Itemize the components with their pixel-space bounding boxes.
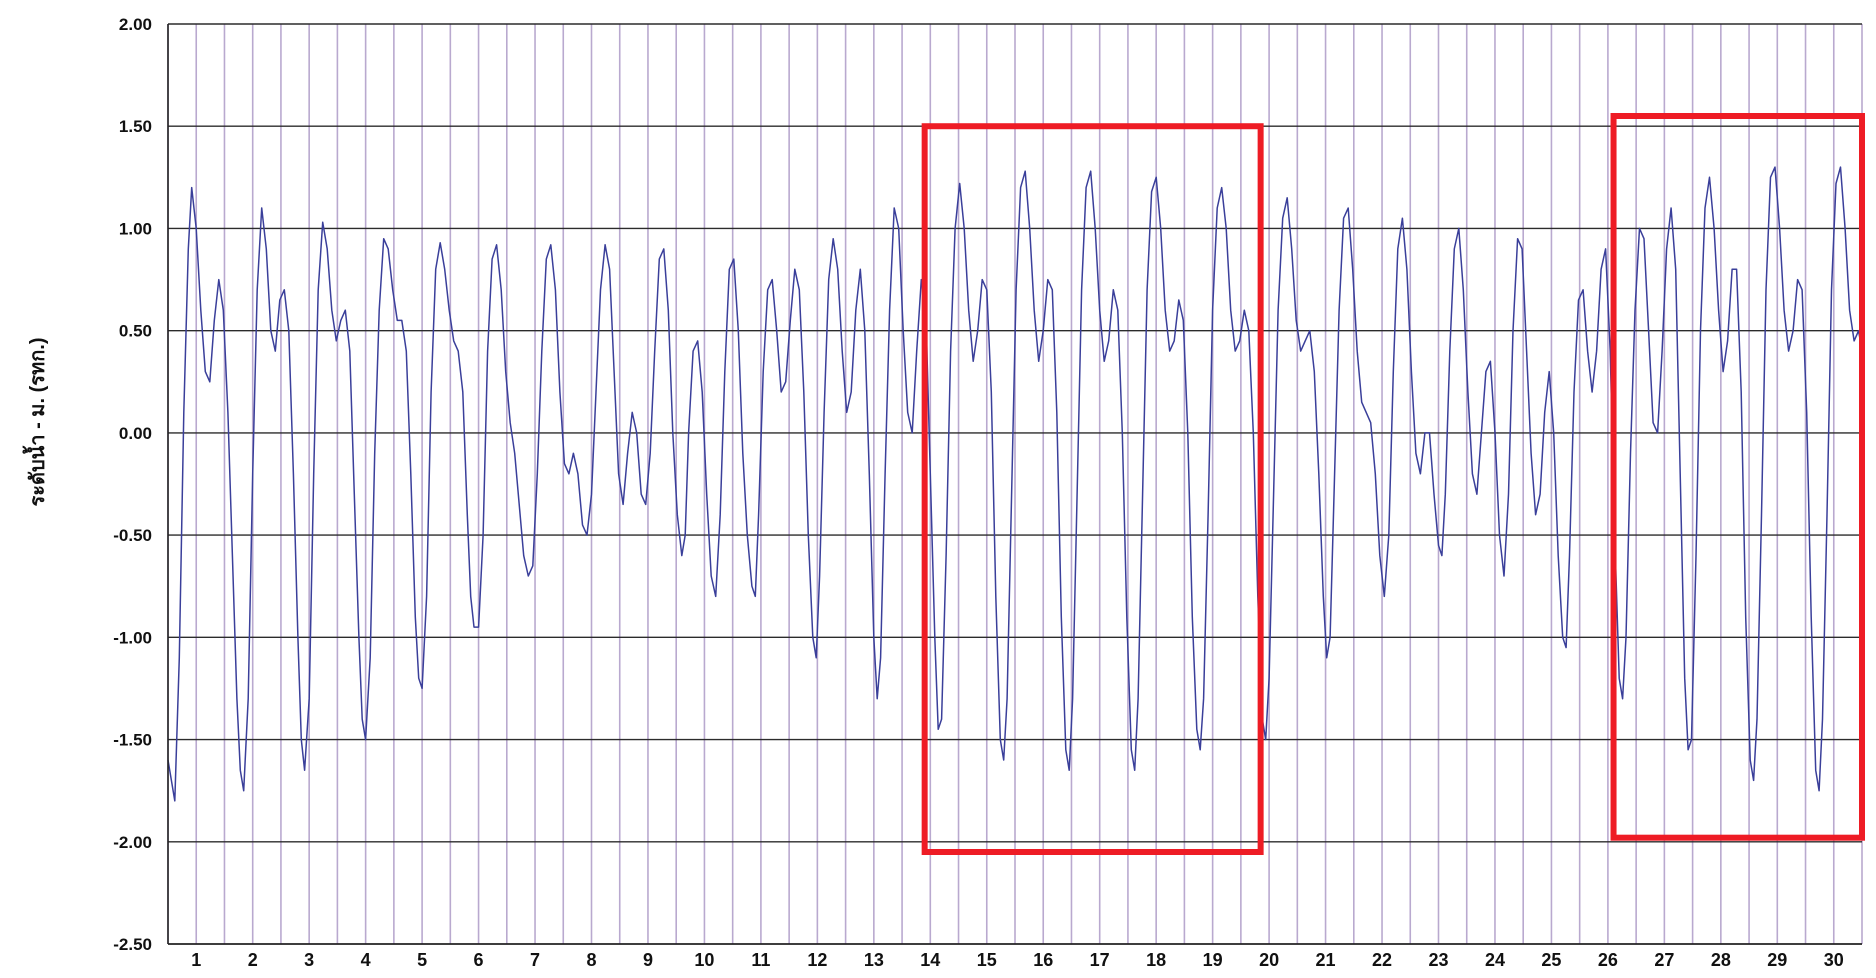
x-tick-label: 25 [1541,950,1561,970]
water-level-series-line [167,166,1863,802]
grid-layer [167,23,1863,945]
x-tick-label: 7 [530,950,540,970]
x-tick-label: 5 [417,950,427,970]
x-tick-label: 26 [1598,950,1618,970]
x-tick-label: 8 [586,950,596,970]
y-tick-label: -1.50 [113,731,152,750]
x-tick-label: 10 [694,950,714,970]
y-tick-label: 0.00 [119,424,152,443]
y-tick-label: 1.00 [119,219,152,238]
y-tick-label: 1.50 [119,117,152,136]
x-tick-label: 22 [1372,950,1392,970]
x-tick-label: 21 [1316,950,1336,970]
x-tick-label: 24 [1485,950,1505,970]
y-tick-label: -2.00 [113,833,152,852]
axis-layer: 2.00 1.50 1.00 0.50 0.00 -0.50 -1.00 -1.50 -2.00… [113,15,1862,970]
x-tick-label: 14 [920,950,940,970]
x-tick-label: 27 [1654,950,1674,970]
x-tick-label: 17 [1090,950,1110,970]
highlight-box [1610,113,1865,841]
x-tick-label: 28 [1711,950,1731,970]
y-tick-label: -0.50 [113,526,152,545]
highlight-box [921,123,1264,855]
y-tick-label: 2.00 [119,15,152,34]
x-tick-label: 9 [643,950,653,970]
highlight-layer [921,113,1865,855]
x-tick-label: 4 [361,950,371,970]
x-tick-label: 30 [1824,950,1844,970]
y-tick-label: -1.00 [113,628,152,647]
x-tick-label: 11 [751,950,770,970]
y-tick-label: -2.50 [113,935,152,954]
x-tick-label: 29 [1767,950,1787,970]
x-tick-label: 15 [977,950,997,970]
series-layer [167,166,1863,802]
x-tick-label: 23 [1428,950,1448,970]
x-tick-label: 16 [1033,950,1053,970]
x-tick-label: 18 [1146,950,1166,970]
x-tick-label: 2 [248,950,258,970]
y-tick-label: 0.50 [119,322,152,341]
x-tick-label: 13 [864,950,884,970]
x-tick-label: 1 [191,950,201,970]
x-tick-label: 19 [1203,950,1223,970]
y-axis-label: ระดับน้ำ - ม. (รทก.) [22,337,49,506]
x-tick-label: 6 [474,950,484,970]
x-tick-label: 20 [1259,950,1279,970]
x-tick-label: 12 [807,950,827,970]
x-tick-label: 3 [304,950,314,970]
